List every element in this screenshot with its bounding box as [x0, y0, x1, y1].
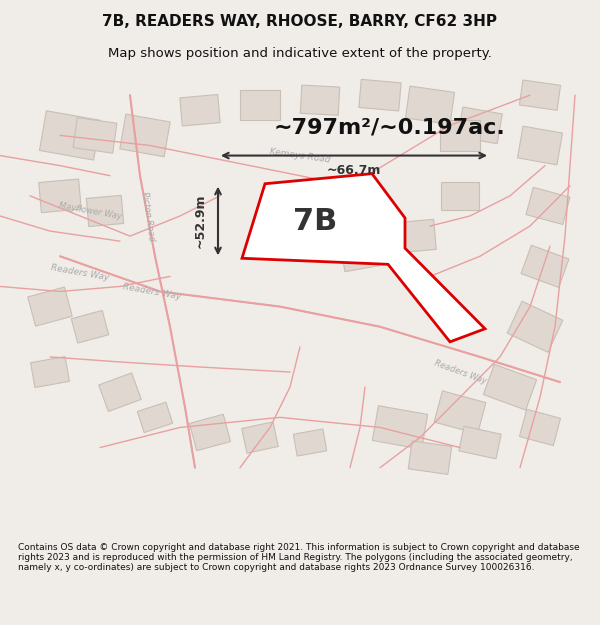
Text: Readers Way: Readers Way	[122, 282, 182, 301]
Polygon shape	[240, 90, 280, 120]
Polygon shape	[39, 179, 81, 212]
Polygon shape	[137, 402, 173, 432]
Polygon shape	[120, 114, 170, 157]
Text: ~797m²/~0.197ac.: ~797m²/~0.197ac.	[274, 118, 506, 138]
Polygon shape	[242, 422, 278, 453]
Polygon shape	[458, 107, 502, 144]
Polygon shape	[520, 409, 560, 446]
Polygon shape	[526, 188, 570, 224]
Polygon shape	[31, 357, 70, 388]
Text: Picton Road: Picton Road	[140, 191, 156, 241]
Polygon shape	[190, 414, 230, 451]
Polygon shape	[288, 206, 332, 246]
Polygon shape	[441, 182, 479, 210]
Text: Contains OS data © Crown copyright and database right 2021. This information is : Contains OS data © Crown copyright and d…	[18, 542, 580, 572]
Polygon shape	[520, 80, 560, 110]
Polygon shape	[99, 373, 141, 411]
Polygon shape	[373, 406, 428, 449]
Text: ~66.7m: ~66.7m	[327, 164, 381, 177]
Text: 7B, READERS WAY, RHOOSE, BARRY, CF62 3HP: 7B, READERS WAY, RHOOSE, BARRY, CF62 3HP	[103, 14, 497, 29]
Text: 7B: 7B	[293, 206, 337, 236]
Polygon shape	[73, 118, 117, 153]
Polygon shape	[242, 174, 485, 342]
Polygon shape	[359, 79, 401, 111]
Text: ~52.9m: ~52.9m	[193, 194, 206, 248]
Text: Mayflower Way: Mayflower Way	[58, 201, 122, 221]
Text: Map shows position and indicative extent of the property.: Map shows position and indicative extent…	[108, 48, 492, 61]
Polygon shape	[406, 86, 455, 124]
Polygon shape	[86, 196, 124, 226]
Polygon shape	[518, 126, 562, 165]
Polygon shape	[394, 219, 436, 253]
Polygon shape	[484, 364, 536, 410]
Polygon shape	[40, 111, 101, 160]
Text: Kemeys Road: Kemeys Road	[269, 147, 331, 164]
Text: Readers Way: Readers Way	[50, 262, 110, 282]
Polygon shape	[459, 426, 501, 459]
Polygon shape	[521, 245, 569, 288]
Polygon shape	[300, 85, 340, 115]
Polygon shape	[440, 120, 480, 151]
Polygon shape	[507, 301, 563, 352]
Text: Readers Way: Readers Way	[433, 358, 487, 386]
Polygon shape	[293, 429, 326, 456]
Polygon shape	[408, 441, 452, 474]
Polygon shape	[341, 241, 379, 272]
Polygon shape	[71, 311, 109, 343]
Polygon shape	[180, 94, 220, 126]
Polygon shape	[28, 287, 72, 326]
Polygon shape	[434, 391, 486, 434]
